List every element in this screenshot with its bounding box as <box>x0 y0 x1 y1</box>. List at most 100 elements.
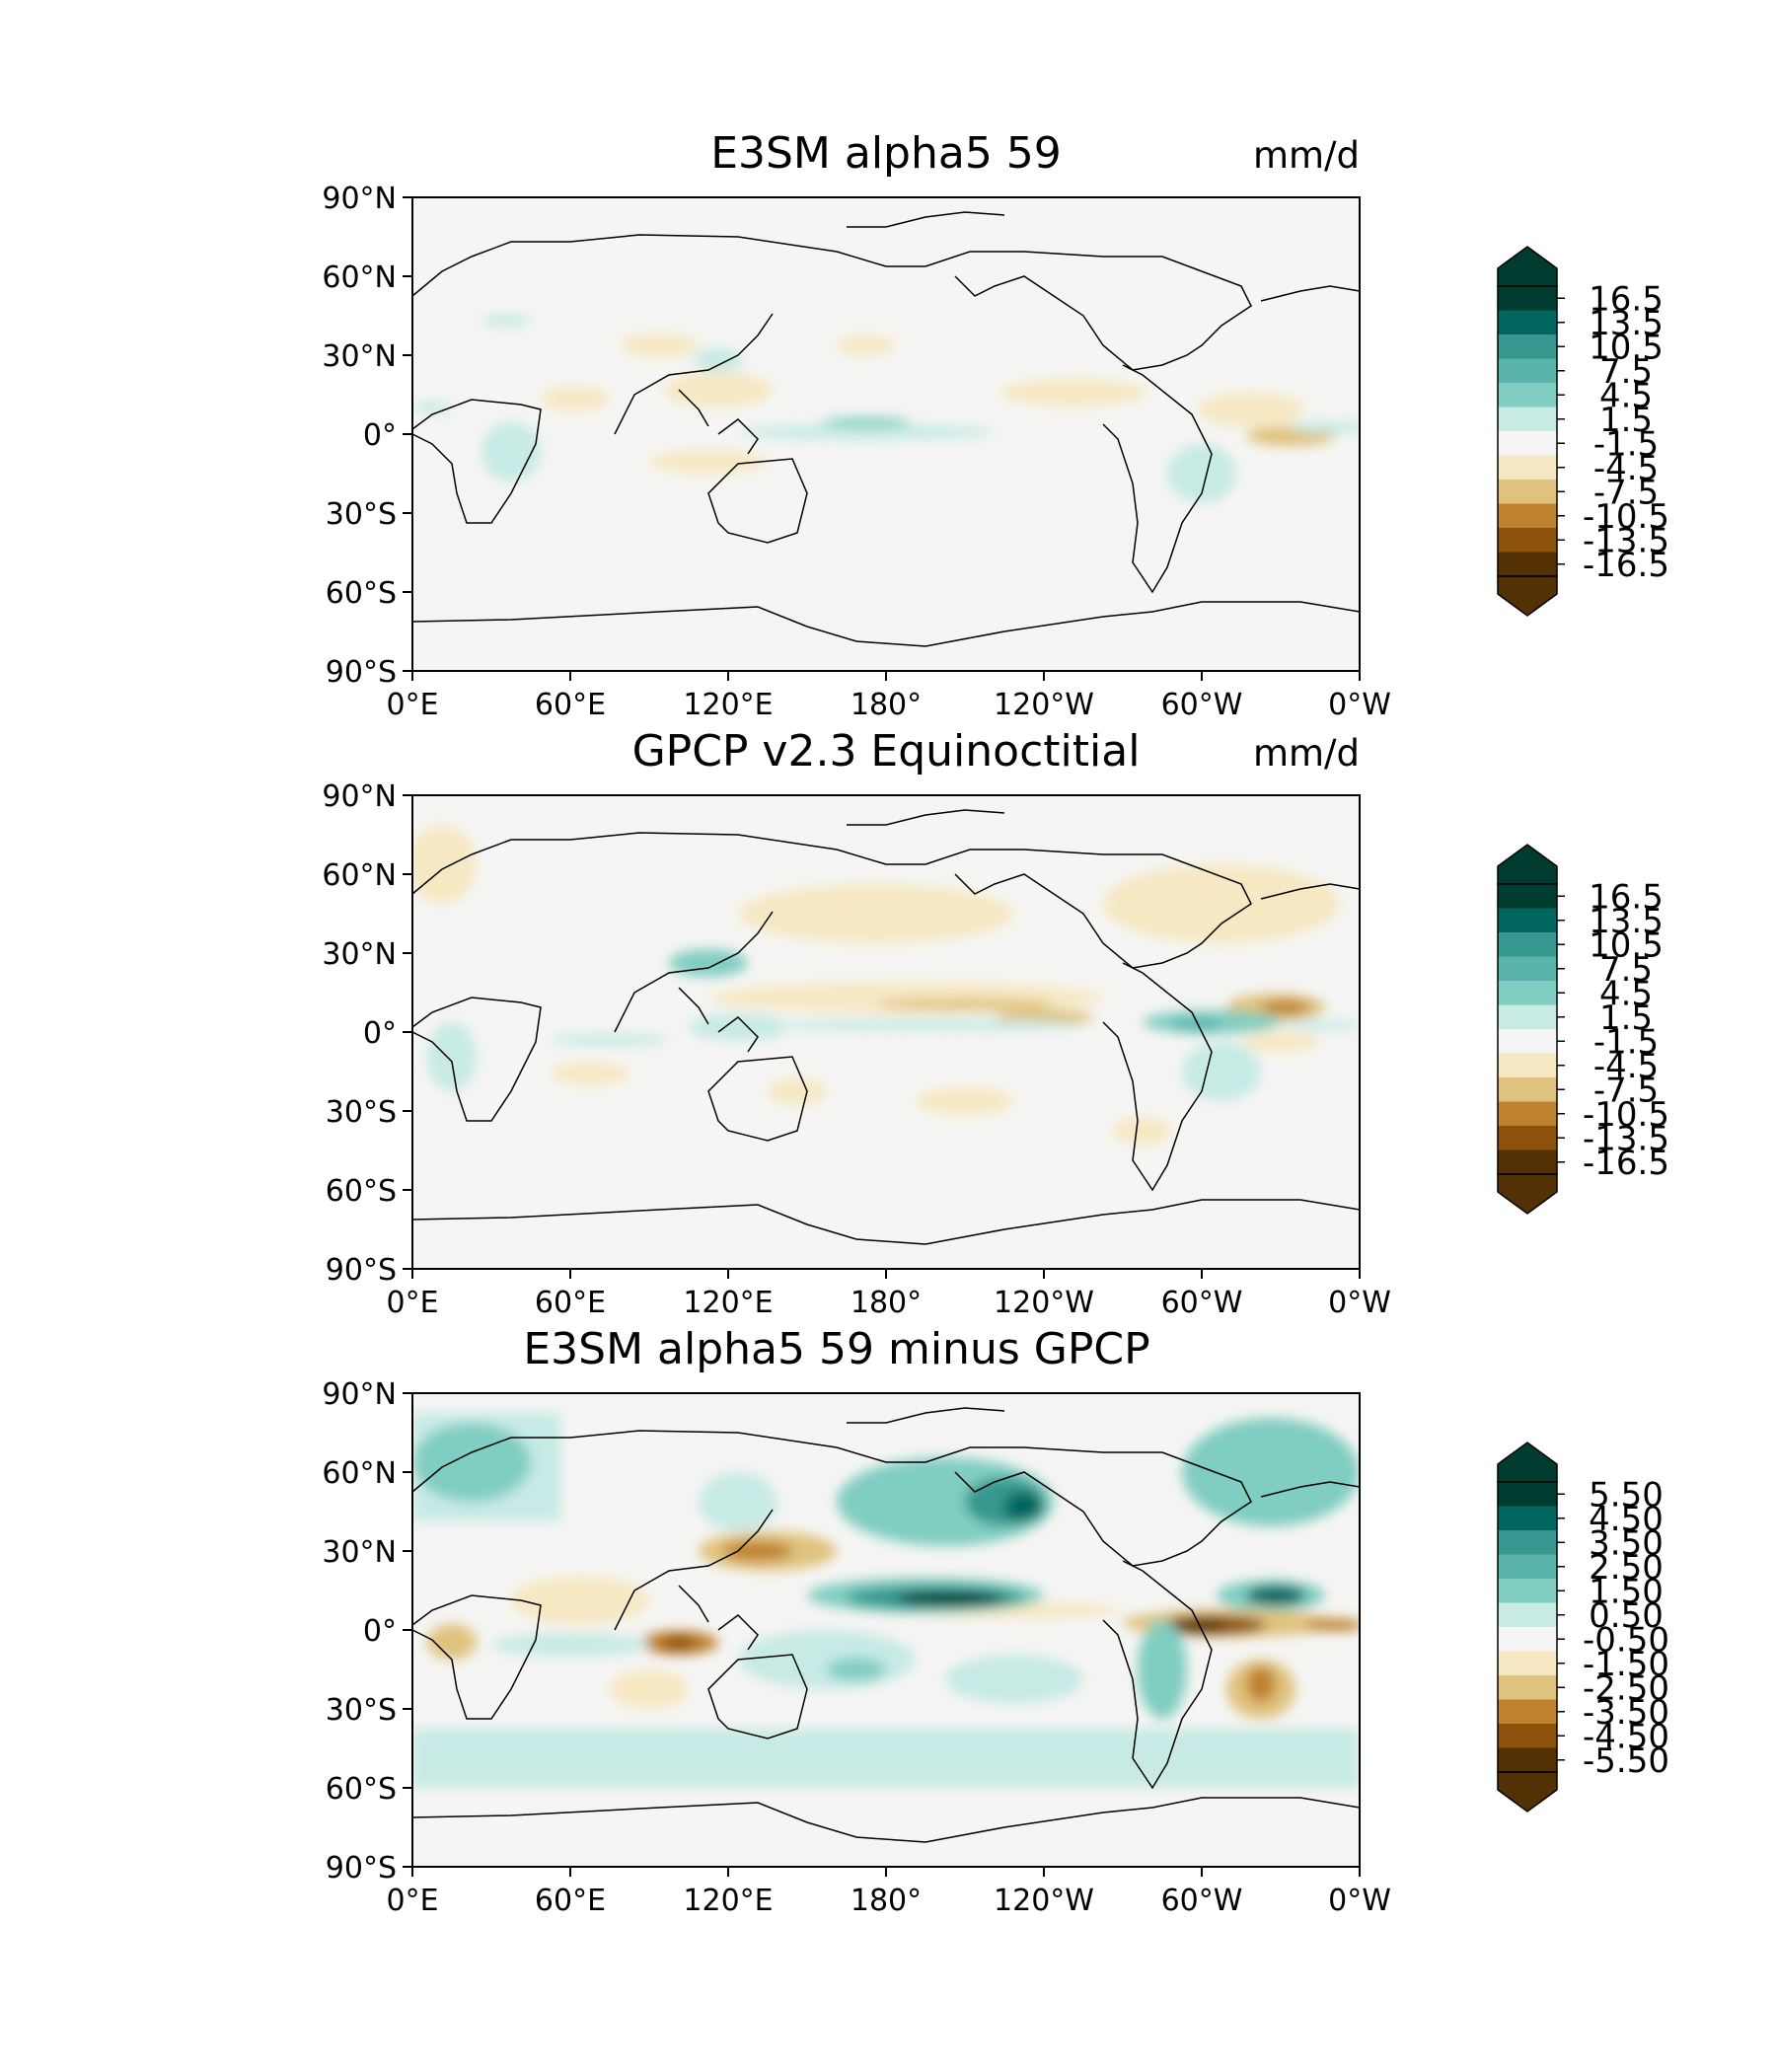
colorbar-label: -13.5 <box>1583 1119 1669 1158</box>
x-tick-label: 60°W <box>1161 688 1243 722</box>
colorbar-bin <box>1498 1506 1557 1531</box>
x-tick-label: 0°W <box>1328 688 1391 722</box>
colorbar-bin <box>1498 1530 1557 1555</box>
coastlines <box>411 211 1361 647</box>
colorbar-label: 13.5 <box>1589 902 1664 941</box>
colorbar-top-extend <box>1497 844 1558 885</box>
colorbar-label: 10.5 <box>1589 328 1664 367</box>
colorbar-bin <box>1498 358 1557 384</box>
y-tick-label: 90°S <box>326 1253 397 1288</box>
x-tick-label: 120°E <box>683 688 773 722</box>
x-tick-label: 0°E <box>386 688 438 722</box>
y-tick-label: 90°N <box>322 1377 397 1412</box>
colorbar-bottom-extend <box>1497 575 1558 617</box>
colorbar-label: 1.5 <box>1599 999 1653 1038</box>
colorbar-label: 16.5 <box>1589 877 1664 917</box>
colorbar-bin <box>1498 908 1557 933</box>
y-tick-label: 30°S <box>326 497 397 532</box>
y-tick-label: 0° <box>363 1614 397 1649</box>
colorbar-bin <box>1498 1554 1557 1580</box>
x-axis: 0°E 60°E 120°E 180° 120°W 60°W 0°W <box>386 1867 1391 1918</box>
colorbar-bin <box>1498 1077 1557 1102</box>
x-tick-label: 180° <box>851 1286 922 1320</box>
colorbar-bin <box>1498 310 1557 335</box>
colorbar-top-extend <box>1497 246 1558 287</box>
colorbar-label: 2.50 <box>1589 1548 1664 1588</box>
map-area: 90°N 60°N 30°N 0° 30°S 60°S 90°S 0°E 60°… <box>322 779 1391 1320</box>
colorbar-bin <box>1498 480 1557 504</box>
panel-obs: GPCP v2.3 Equinoctitial mm/d <box>322 726 1669 1320</box>
colorbar-bin <box>1498 1149 1557 1175</box>
y-axis: 90°N 60°N 30°N 0° 30°S 60°S 90°S <box>322 182 412 690</box>
colorbar-bin <box>1498 528 1557 553</box>
panel-title: GPCP v2.3 Equinoctitial <box>632 726 1141 777</box>
colorbar-label: 4.50 <box>1589 1500 1664 1539</box>
y-tick-label: 60°S <box>326 1772 397 1807</box>
colorbar-label: 5.50 <box>1589 1475 1664 1515</box>
x-tick-label: 60°E <box>535 1286 606 1320</box>
colorbar-bin <box>1498 1747 1557 1773</box>
panel-units: mm/d <box>1253 732 1360 775</box>
y-tick-label: 0° <box>363 1016 397 1051</box>
y-tick-label: 30°S <box>326 1693 397 1728</box>
colorbar-label: -1.5 <box>1593 1022 1659 1062</box>
colorbar-label: 3.50 <box>1589 1523 1664 1563</box>
colorbar-label: -4.50 <box>1583 1717 1669 1756</box>
colorbar-bin <box>1498 1126 1557 1150</box>
y-tick-label: 30°N <box>322 937 397 972</box>
colorbar-bin <box>1498 1675 1557 1700</box>
colorbar-bin <box>1498 503 1557 529</box>
y-tick-label: 30°N <box>322 339 397 374</box>
x-tick-label: 0°E <box>386 1286 438 1320</box>
colorbar-label: -4.5 <box>1593 1047 1659 1086</box>
panel-diff: E3SM alpha5 59 minus GPCP <box>322 1324 1669 1918</box>
panel-model: E3SM alpha5 59 mm/d <box>322 128 1669 722</box>
colorbar-label: -13.5 <box>1583 521 1669 560</box>
colorbar-bin <box>1498 981 1557 1005</box>
x-tick-label: 0°W <box>1328 1884 1391 1918</box>
colorbar-label: 10.5 <box>1589 925 1664 965</box>
map-area: 90°N 60°N 30°N 0° 30°S 60°S 90°S 0°E 60°… <box>322 182 1391 722</box>
colorbar-bin <box>1498 1699 1557 1725</box>
x-tick-label: 0°W <box>1328 1286 1391 1320</box>
colorbar-bin <box>1498 407 1557 432</box>
colorbar-bin <box>1498 956 1557 982</box>
colorbar-label: 13.5 <box>1589 304 1664 343</box>
colorbar-bin <box>1498 884 1557 909</box>
y-tick-label: 90°N <box>322 779 397 814</box>
x-tick-label: 0°E <box>386 1884 438 1918</box>
colorbar-label: -4.5 <box>1593 449 1659 488</box>
colorbar-label: 4.5 <box>1599 974 1653 1013</box>
colorbar-bin <box>1498 334 1557 359</box>
map-area: 90°N 60°N 30°N 0° 30°S 60°S 90°S 0°E 60°… <box>322 1377 1391 1918</box>
colorbar-bin <box>1498 932 1557 957</box>
colorbar-bin <box>1498 1724 1557 1748</box>
colorbar-bin <box>1498 286 1557 311</box>
colorbar-bin <box>1498 1651 1557 1676</box>
colorbar-bin <box>1498 1602 1557 1628</box>
colorbar-bin <box>1498 383 1557 407</box>
precipitation-field <box>412 1413 1360 1788</box>
y-tick-label: 60°N <box>322 1456 397 1491</box>
x-tick-label: 60°E <box>535 688 606 722</box>
x-tick-label: 120°W <box>994 1286 1094 1320</box>
colorbar-label: 7.5 <box>1599 352 1653 392</box>
colorbar-label: 0.50 <box>1589 1596 1664 1636</box>
colorbar-bin <box>1498 1029 1557 1054</box>
precipitation-field <box>412 825 1360 1145</box>
x-tick-label: 180° <box>851 1884 922 1918</box>
colorbar-label: -16.5 <box>1583 1144 1669 1183</box>
x-tick-label: 120°W <box>994 1884 1094 1918</box>
y-tick-label: 60°N <box>322 858 397 893</box>
colorbar-bin <box>1498 1101 1557 1127</box>
y-tick-label: 60°S <box>326 1174 397 1209</box>
coastlines <box>411 809 1361 1245</box>
colorbar-label: -3.50 <box>1583 1693 1669 1733</box>
colorbar: 16.513.510.57.54.51.5-1.5-4.5-7.5-10.5-1… <box>1497 246 1669 617</box>
colorbar-label: -5.50 <box>1583 1741 1669 1781</box>
x-tick-label: 180° <box>851 688 922 722</box>
colorbar-bin <box>1498 552 1557 577</box>
colorbar-label: -10.5 <box>1583 1095 1669 1135</box>
colorbar-label: -1.5 <box>1593 424 1659 464</box>
colorbar-bin <box>1498 1004 1557 1030</box>
